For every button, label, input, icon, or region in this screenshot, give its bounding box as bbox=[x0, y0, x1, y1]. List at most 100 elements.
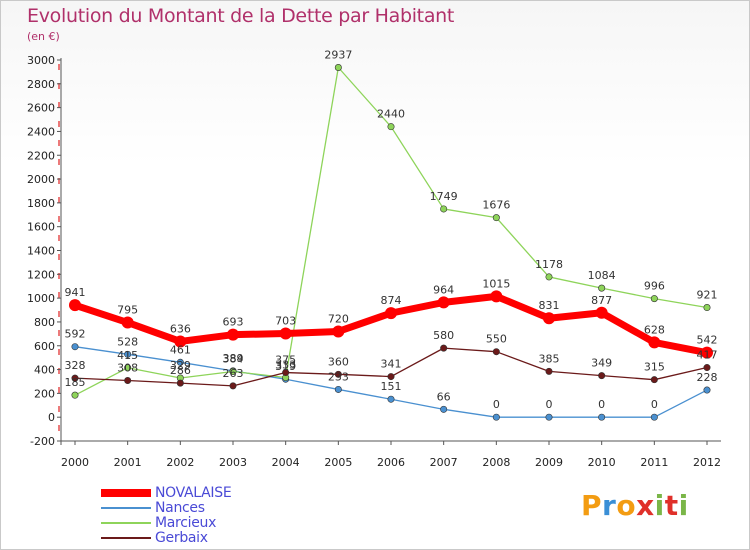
data-point-gerbaix bbox=[598, 372, 606, 380]
data-label-nances: 0 bbox=[493, 398, 500, 411]
data-point-marcieux bbox=[124, 364, 132, 372]
y-tick-label: 3000 bbox=[27, 54, 55, 67]
data-point-marcieux bbox=[387, 123, 395, 131]
data-label-marcieux: 2440 bbox=[377, 108, 405, 121]
data-point-gerbaix bbox=[334, 370, 342, 378]
legend-swatch bbox=[101, 522, 151, 524]
data-label-nances: 66 bbox=[437, 390, 451, 403]
data-point-gerbaix bbox=[440, 344, 448, 352]
x-tick-label: 2011 bbox=[640, 456, 668, 469]
data-point-nances bbox=[334, 385, 342, 393]
data-label-nances: 319 bbox=[275, 360, 296, 373]
data-label-gerbaix: 328 bbox=[65, 359, 86, 372]
legend-swatch bbox=[101, 507, 151, 509]
y-tick-label: 200 bbox=[34, 387, 55, 400]
data-label-gerbaix: 385 bbox=[539, 352, 560, 365]
y-tick-label: 2400 bbox=[27, 125, 55, 138]
data-label-gerbaix: 263 bbox=[223, 367, 244, 380]
data-point-novalaise bbox=[121, 316, 134, 329]
x-tick-label: 2012 bbox=[693, 456, 721, 469]
x-tick-label: 2003 bbox=[219, 456, 247, 469]
data-label-nances: 233 bbox=[328, 370, 349, 383]
data-point-novalaise bbox=[174, 335, 187, 348]
legend-label: NOVALAISE bbox=[155, 485, 232, 501]
data-point-marcieux bbox=[703, 304, 711, 312]
data-point-novalaise bbox=[332, 325, 345, 338]
data-point-nances bbox=[598, 413, 606, 421]
x-tick-label: 2009 bbox=[535, 456, 563, 469]
data-label-gerbaix: 286 bbox=[170, 364, 191, 377]
data-label-novalaise: 874 bbox=[381, 294, 402, 307]
data-point-gerbaix bbox=[124, 377, 132, 385]
x-tick-label: 2007 bbox=[430, 456, 458, 469]
y-tick-label: 800 bbox=[34, 316, 55, 329]
data-point-nances bbox=[71, 343, 79, 351]
data-point-novalaise bbox=[490, 290, 503, 303]
data-label-gerbaix: 375 bbox=[275, 354, 296, 367]
y-tick-label: 2200 bbox=[27, 149, 55, 162]
data-point-marcieux bbox=[650, 295, 658, 303]
data-point-nances bbox=[124, 350, 132, 358]
x-tick-label: 2001 bbox=[114, 456, 142, 469]
data-label-marcieux: 921 bbox=[697, 289, 718, 302]
x-tick-label: 2002 bbox=[166, 456, 194, 469]
data-label-novalaise: 628 bbox=[644, 323, 665, 336]
data-point-novalaise bbox=[437, 296, 450, 309]
data-label-nances: 0 bbox=[546, 398, 553, 411]
proxiti-logo: Proxiti bbox=[581, 489, 689, 522]
data-label-novalaise: 877 bbox=[591, 294, 612, 307]
legend-label: Nances bbox=[155, 500, 205, 516]
data-point-marcieux bbox=[229, 367, 237, 375]
legend-label: Marcieux bbox=[155, 515, 217, 531]
data-point-gerbaix bbox=[229, 382, 237, 390]
data-label-marcieux: 1749 bbox=[430, 190, 458, 203]
x-tick-label: 2008 bbox=[482, 456, 510, 469]
data-label-nances: 228 bbox=[697, 371, 718, 384]
data-label-gerbaix: 341 bbox=[381, 358, 402, 371]
data-point-novalaise bbox=[701, 346, 713, 359]
data-label-nances: 528 bbox=[117, 335, 138, 348]
legend-label: Gerbaix bbox=[155, 530, 208, 546]
logo-letter: r bbox=[602, 489, 617, 522]
data-label-marcieux: 1178 bbox=[535, 258, 563, 271]
y-tick-label: 2800 bbox=[27, 78, 55, 91]
data-label-gerbaix: 417 bbox=[697, 349, 718, 362]
data-point-gerbaix bbox=[650, 376, 658, 384]
data-label-marcieux: 329 bbox=[170, 359, 191, 372]
data-label-gerbaix: 580 bbox=[433, 329, 454, 342]
data-label-gerbaix: 360 bbox=[328, 355, 349, 368]
data-point-novalaise bbox=[227, 328, 239, 341]
data-label-nances: 0 bbox=[598, 398, 605, 411]
legend-swatch bbox=[101, 489, 151, 497]
data-label-marcieux: 1084 bbox=[588, 269, 616, 282]
y-tick-label: 400 bbox=[34, 364, 55, 377]
data-point-nances bbox=[492, 413, 500, 421]
data-label-novalaise: 542 bbox=[697, 334, 718, 347]
data-label-novalaise: 693 bbox=[223, 316, 244, 329]
data-point-novalaise bbox=[385, 307, 397, 320]
y-tick-label: 1400 bbox=[27, 245, 55, 258]
data-point-gerbaix bbox=[282, 369, 290, 377]
logo-letter: i bbox=[678, 489, 689, 522]
data-point-nances bbox=[176, 358, 184, 366]
data-label-marcieux: 1676 bbox=[482, 199, 510, 212]
data-point-novalaise bbox=[595, 306, 608, 319]
data-point-gerbaix bbox=[545, 367, 553, 375]
data-point-marcieux bbox=[598, 284, 606, 292]
data-point-gerbaix bbox=[703, 364, 711, 372]
data-point-marcieux bbox=[440, 205, 448, 213]
data-label-marcieux: 333 bbox=[275, 359, 296, 372]
x-tick-label: 2004 bbox=[272, 456, 300, 469]
data-label-nances: 389 bbox=[223, 352, 244, 365]
data-point-novalaise bbox=[543, 312, 555, 325]
legend-swatch bbox=[101, 537, 151, 539]
data-point-novalaise bbox=[648, 336, 661, 349]
data-point-marcieux bbox=[545, 273, 553, 281]
data-label-novalaise: 831 bbox=[539, 299, 560, 312]
y-tick-label: 1200 bbox=[27, 268, 55, 281]
data-label-marcieux: 415 bbox=[117, 349, 138, 362]
logo-letter: t bbox=[664, 489, 679, 522]
x-tick-label: 2005 bbox=[324, 456, 352, 469]
data-label-nances: 461 bbox=[170, 343, 191, 356]
